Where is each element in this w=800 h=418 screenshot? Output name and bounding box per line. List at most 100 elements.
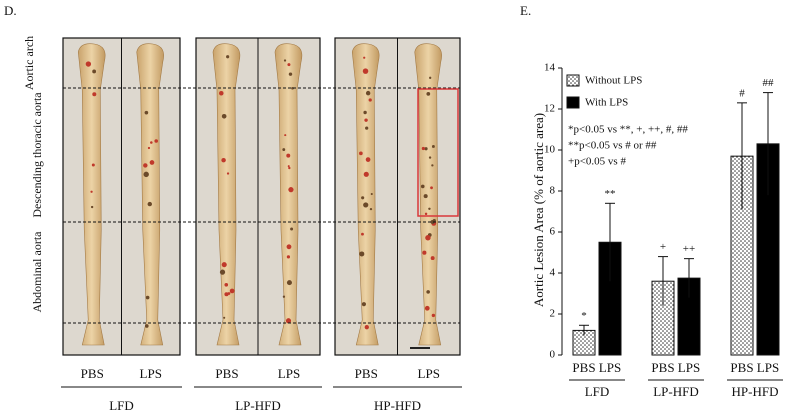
lesion — [368, 98, 372, 102]
x-tick-label: HP-HFD — [732, 384, 779, 399]
lesion — [85, 61, 92, 67]
lane-label: PBS — [215, 366, 238, 381]
lesion — [147, 146, 151, 150]
lesion — [287, 63, 291, 67]
legend-swatch — [566, 74, 580, 87]
significance-note: *p<0.05 vs **, +, ++, #, ## — [568, 124, 688, 136]
lesion — [227, 292, 231, 295]
panel-label: E. — [520, 3, 531, 18]
lesion — [359, 251, 365, 257]
group-label: LP-HFD — [235, 398, 281, 413]
lesion — [154, 139, 159, 143]
lesion — [426, 91, 431, 96]
lesion — [363, 171, 369, 177]
significance-mark: ** — [605, 188, 616, 200]
lesion — [143, 163, 148, 168]
lesion — [365, 90, 371, 96]
lesion — [365, 126, 369, 130]
lesion — [226, 55, 230, 59]
lesion — [286, 153, 291, 158]
significance-mark: ++ — [683, 243, 695, 255]
lesion — [282, 295, 286, 298]
lesion — [364, 118, 368, 122]
highlight-box — [417, 88, 459, 217]
lesion — [283, 59, 287, 62]
lesion — [363, 56, 366, 59]
lesion — [221, 262, 227, 268]
bar-label: PBS — [651, 360, 674, 375]
lesion — [429, 76, 432, 80]
y-tick-label: 4 — [550, 267, 556, 279]
lesion — [219, 269, 226, 275]
lesion — [423, 194, 428, 199]
bar-label: LPS — [678, 360, 700, 375]
y-axis-label: Aortic Lesion Area (% of aortic area) — [531, 113, 546, 307]
lesion — [430, 220, 435, 224]
lesion — [144, 110, 149, 115]
bar-label: LPS — [599, 360, 621, 375]
lesion — [364, 325, 369, 330]
lesion — [431, 164, 434, 167]
y-tick-label: 10 — [544, 144, 556, 156]
lane-label: PBS — [81, 366, 104, 381]
significance-note: +p<0.05 vs # — [568, 156, 626, 168]
lesion — [430, 256, 435, 261]
lesion — [431, 313, 436, 318]
lesion — [421, 146, 425, 151]
lesion — [226, 172, 230, 175]
lesion — [90, 205, 94, 209]
lesion — [288, 187, 294, 193]
lesion — [286, 244, 292, 250]
lesion — [229, 288, 235, 294]
region-label: Aortic arch — [22, 36, 36, 90]
x-tick-label: LFD — [585, 384, 610, 399]
y-tick-label: 12 — [544, 103, 555, 115]
group-label: HP-HFD — [374, 398, 421, 413]
lesion — [428, 156, 432, 159]
x-tick-label: LP-HFD — [653, 384, 699, 399]
legend-label: Without LPS — [585, 75, 642, 87]
group-label: LFD — [109, 398, 134, 413]
lesion — [150, 141, 153, 144]
aorta — [414, 43, 442, 346]
lesion — [144, 324, 149, 328]
legend-label: With LPS — [585, 97, 628, 109]
lesion — [361, 196, 365, 200]
lane-label: LPS — [278, 366, 300, 381]
bar-label: PBS — [730, 360, 753, 375]
y-tick-label: 2 — [550, 308, 556, 320]
significance-mark: ## — [763, 77, 775, 89]
lesion — [424, 147, 428, 151]
lesion — [143, 171, 149, 178]
lane-label: LPS — [140, 366, 162, 381]
aorta — [212, 43, 241, 346]
lesion — [286, 255, 291, 259]
lesion — [361, 302, 366, 307]
aorta — [77, 43, 106, 346]
y-tick-label: 14 — [544, 62, 556, 74]
panel-label: D. — [4, 3, 17, 18]
lesion — [285, 318, 292, 324]
bar-label: PBS — [572, 360, 595, 375]
bar-label: LPS — [757, 360, 779, 375]
lesion — [284, 134, 287, 137]
lesion — [290, 227, 294, 231]
lesion — [288, 72, 293, 76]
lesion — [224, 292, 229, 297]
lesion — [362, 68, 369, 74]
lesion — [224, 282, 229, 287]
lesion — [365, 157, 371, 162]
lesion — [363, 110, 367, 115]
y-tick-label: 8 — [550, 185, 556, 197]
aorta — [274, 43, 303, 346]
significance-mark: * — [581, 310, 587, 322]
lesion — [92, 92, 97, 97]
lesion — [428, 207, 431, 211]
lesion — [431, 145, 435, 148]
lesion — [219, 90, 224, 96]
aorta — [351, 43, 380, 346]
lesion — [424, 305, 430, 311]
lesion — [420, 184, 425, 189]
lesion — [282, 148, 286, 152]
